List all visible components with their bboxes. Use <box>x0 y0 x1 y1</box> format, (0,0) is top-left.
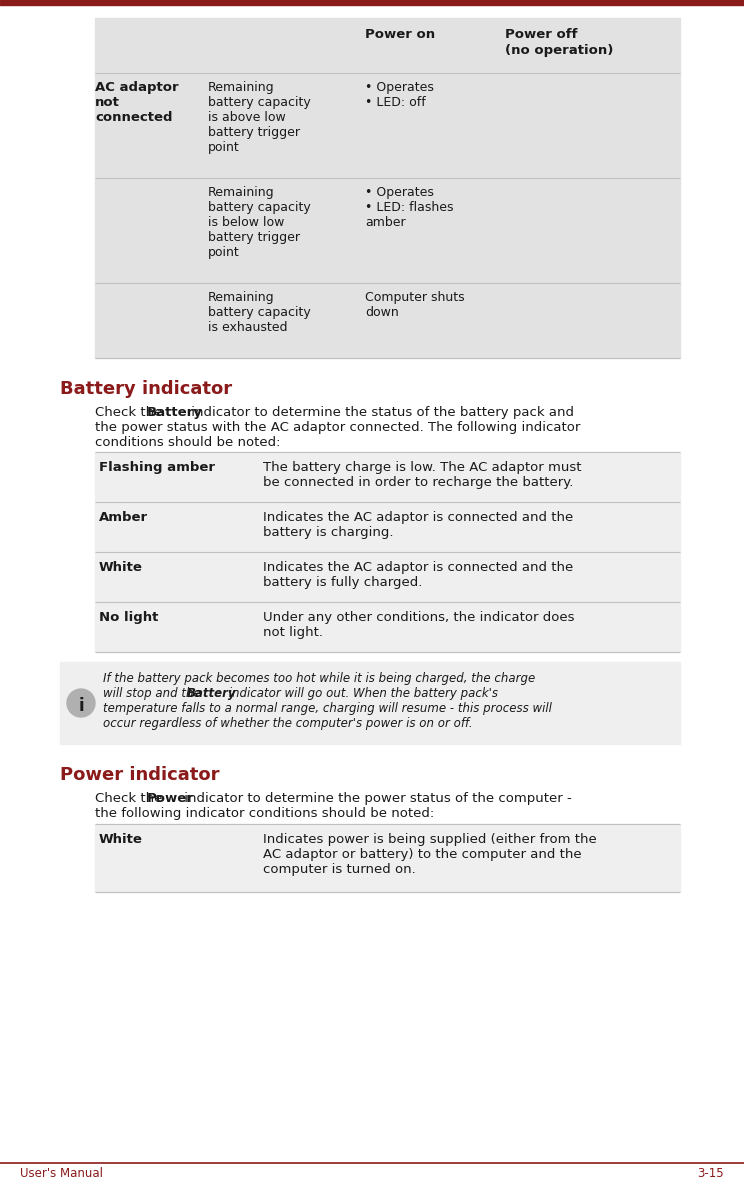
Text: AC adaptor
not
connected: AC adaptor not connected <box>95 81 179 124</box>
Bar <box>95 552 680 602</box>
Text: No light: No light <box>99 611 158 624</box>
Text: Computer shuts
down: Computer shuts down <box>365 291 464 320</box>
Bar <box>0 0 744 5</box>
Text: computer is turned on.: computer is turned on. <box>263 863 416 876</box>
Text: Check the: Check the <box>95 406 167 419</box>
Text: Remaining
battery capacity
is exhausted: Remaining battery capacity is exhausted <box>208 291 311 334</box>
Text: Battery: Battery <box>187 687 237 700</box>
Text: Battery: Battery <box>147 406 203 419</box>
Text: the following indicator conditions should be noted:: the following indicator conditions shoul… <box>95 806 434 821</box>
Text: battery is charging.: battery is charging. <box>263 526 394 539</box>
Bar <box>95 502 680 552</box>
Text: White: White <box>99 561 143 574</box>
Bar <box>95 602 680 652</box>
Bar <box>95 18 680 73</box>
Text: • Operates
• LED: flashes
amber: • Operates • LED: flashes amber <box>365 186 454 229</box>
Text: will stop and the: will stop and the <box>103 687 205 700</box>
Text: occur regardless of whether the computer's power is on or off.: occur regardless of whether the computer… <box>103 717 472 730</box>
Bar <box>95 824 680 893</box>
Text: indicator to determine the power status of the computer -: indicator to determine the power status … <box>180 792 571 805</box>
Text: Battery indicator: Battery indicator <box>60 380 232 399</box>
Bar <box>95 178 680 283</box>
Bar <box>60 661 680 744</box>
Text: • Operates
• LED: off: • Operates • LED: off <box>365 81 434 108</box>
Text: Indicates the AC adaptor is connected and the: Indicates the AC adaptor is connected an… <box>263 511 573 523</box>
Text: White: White <box>99 834 143 847</box>
Bar <box>95 283 680 358</box>
Text: (no operation): (no operation) <box>505 44 613 57</box>
Text: Under any other conditions, the indicator does: Under any other conditions, the indicato… <box>263 611 574 624</box>
Text: AC adaptor or battery) to the computer and the: AC adaptor or battery) to the computer a… <box>263 848 582 861</box>
Text: Flashing amber: Flashing amber <box>99 461 215 474</box>
Circle shape <box>67 689 95 717</box>
Text: indicator will go out. When the battery pack's: indicator will go out. When the battery … <box>225 687 498 700</box>
Text: Remaining
battery capacity
is above low
battery trigger
point: Remaining battery capacity is above low … <box>208 81 311 154</box>
Text: Indicates the AC adaptor is connected and the: Indicates the AC adaptor is connected an… <box>263 561 573 574</box>
Text: The battery charge is low. The AC adaptor must: The battery charge is low. The AC adapto… <box>263 461 582 474</box>
Text: conditions should be noted:: conditions should be noted: <box>95 436 280 449</box>
Text: be connected in order to recharge the battery.: be connected in order to recharge the ba… <box>263 476 574 489</box>
Text: i: i <box>78 697 84 714</box>
Text: temperature falls to a normal range, charging will resume - this process will: temperature falls to a normal range, cha… <box>103 702 552 714</box>
Text: Power indicator: Power indicator <box>60 766 219 784</box>
Text: Power off: Power off <box>505 28 577 41</box>
Text: User's Manual: User's Manual <box>20 1167 103 1179</box>
Text: Power: Power <box>147 792 194 805</box>
Text: Check the: Check the <box>95 792 167 805</box>
Text: not light.: not light. <box>263 626 323 639</box>
Text: battery is fully charged.: battery is fully charged. <box>263 577 423 590</box>
Text: the power status with the AC adaptor connected. The following indicator: the power status with the AC adaptor con… <box>95 421 580 434</box>
Bar <box>95 452 680 502</box>
Text: Indicates power is being supplied (either from the: Indicates power is being supplied (eithe… <box>263 834 597 847</box>
Text: Power on: Power on <box>365 28 435 41</box>
Text: Amber: Amber <box>99 511 148 523</box>
Text: Remaining
battery capacity
is below low
battery trigger
point: Remaining battery capacity is below low … <box>208 186 311 259</box>
Text: If the battery pack becomes too hot while it is being charged, the charge: If the battery pack becomes too hot whil… <box>103 672 535 685</box>
Text: 3-15: 3-15 <box>697 1167 724 1179</box>
Text: indicator to determine the status of the battery pack and: indicator to determine the status of the… <box>187 406 574 419</box>
Bar <box>95 73 680 178</box>
